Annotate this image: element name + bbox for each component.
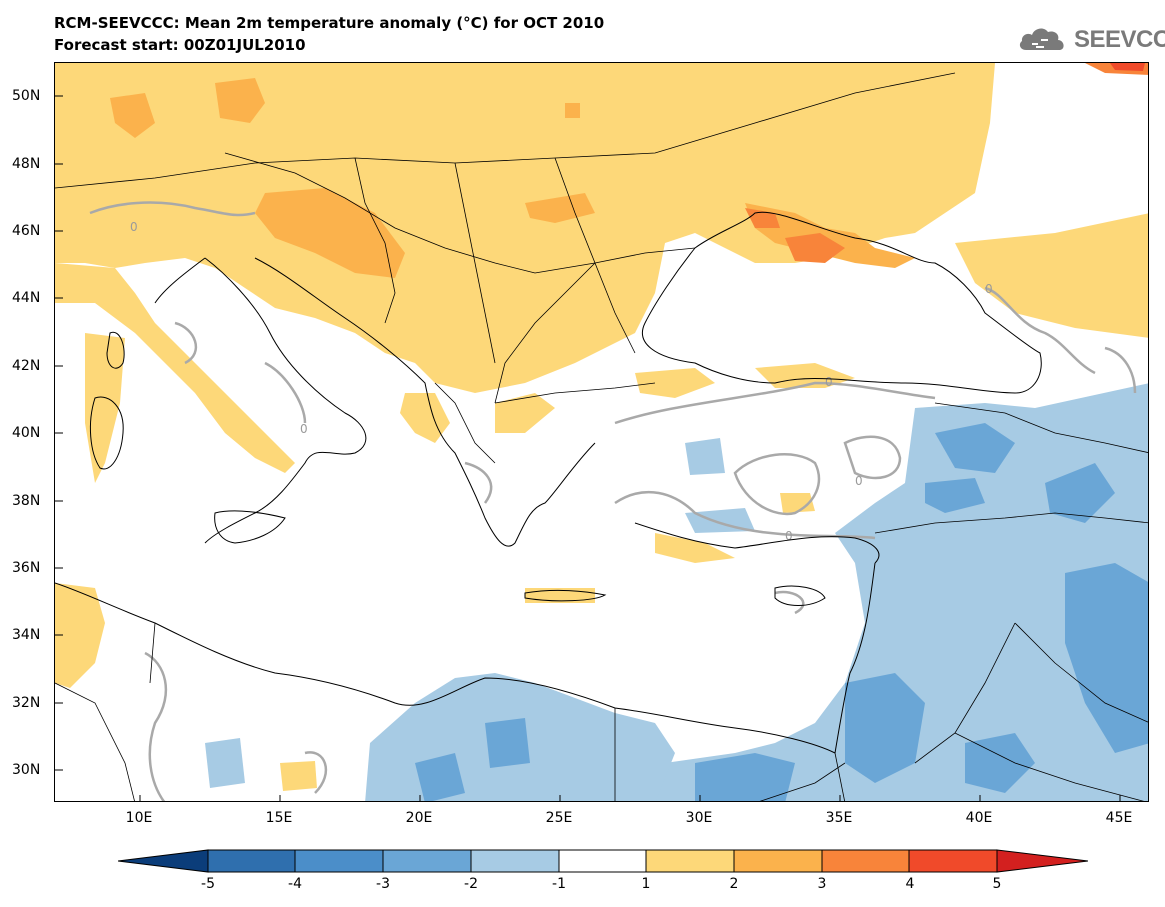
lon-label: 45E	[1105, 810, 1133, 826]
contour-label: 0	[130, 220, 138, 234]
lat-label: 50N	[12, 88, 41, 104]
country-borders	[55, 72, 1148, 801]
forecast-start: Forecast start: 00Z01JUL2010	[54, 36, 306, 54]
colorbar-cell	[733, 849, 823, 873]
contour-labels: 0 0 0 0 0 0	[130, 220, 993, 543]
map-panel: 0 0 0 0 0 0	[54, 62, 1149, 802]
colorbar-max-arrow	[996, 849, 1088, 873]
cold-anomaly-fill	[415, 423, 1148, 801]
logo-text: SEEVCCC	[1074, 26, 1165, 53]
colorbar-cell	[294, 849, 384, 873]
colorbar-label: 1	[641, 876, 651, 892]
contour-label: 0	[985, 282, 993, 296]
colorbar-cell	[645, 849, 735, 873]
colorbar-cell	[908, 849, 998, 873]
strong-warm-fill	[110, 78, 915, 278]
lat-label: 34N	[12, 627, 41, 643]
warm-anomaly-fill	[55, 63, 1148, 791]
contour-label: 0	[825, 375, 833, 389]
colorbar-cell	[470, 849, 560, 873]
very-hot-fill	[1110, 63, 1145, 71]
zero-contours	[89, 201, 1137, 801]
coastlines	[55, 211, 1042, 754]
colorbar-cell	[382, 849, 472, 873]
lat-label: 30N	[12, 762, 41, 778]
contour-label: 0	[855, 474, 863, 488]
lat-label: 46N	[12, 223, 41, 239]
colorbar-min-arrow	[118, 849, 209, 873]
lon-label: 10E	[125, 810, 153, 826]
colorbar-label: -5	[201, 876, 215, 892]
cloud-icon	[1019, 28, 1064, 50]
contour-label: 0	[300, 422, 308, 436]
lon-label: 20E	[405, 810, 433, 826]
lat-label: 40N	[12, 425, 41, 441]
colorbar-cell	[207, 849, 296, 873]
colorbar	[118, 849, 1088, 873]
lon-label: 40E	[965, 810, 993, 826]
lat-label: 48N	[12, 156, 41, 172]
colorbar-label: -4	[288, 876, 302, 892]
contour-label: 0	[785, 529, 793, 543]
colorbar-cell	[558, 849, 647, 873]
colorbar-label: -1	[552, 876, 566, 892]
anomaly-map: 0 0 0 0 0 0	[55, 63, 1148, 801]
seevccc-logo: SEEVCCC	[1018, 22, 1165, 56]
lon-label: 35E	[825, 810, 853, 826]
lat-label: 44N	[12, 290, 41, 306]
colorbar-label: 4	[905, 876, 915, 892]
axis-ticks	[55, 95, 1121, 801]
page-title: RCM-SEEVCCC: Mean 2m temperature anomaly…	[54, 14, 605, 32]
lat-label: 36N	[12, 560, 41, 576]
colorbar-label: 5	[992, 876, 1002, 892]
colorbar-cell	[821, 849, 910, 873]
lon-label: 30E	[685, 810, 713, 826]
colorbar-label: 3	[817, 876, 827, 892]
colorbar-label: 2	[729, 876, 739, 892]
lat-label: 42N	[12, 358, 41, 374]
lon-label: 25E	[545, 810, 573, 826]
colorbar-label: -2	[464, 876, 478, 892]
colorbar-label: -3	[376, 876, 390, 892]
lon-label: 15E	[265, 810, 293, 826]
lat-label: 38N	[12, 493, 41, 509]
lat-label: 32N	[12, 695, 41, 711]
